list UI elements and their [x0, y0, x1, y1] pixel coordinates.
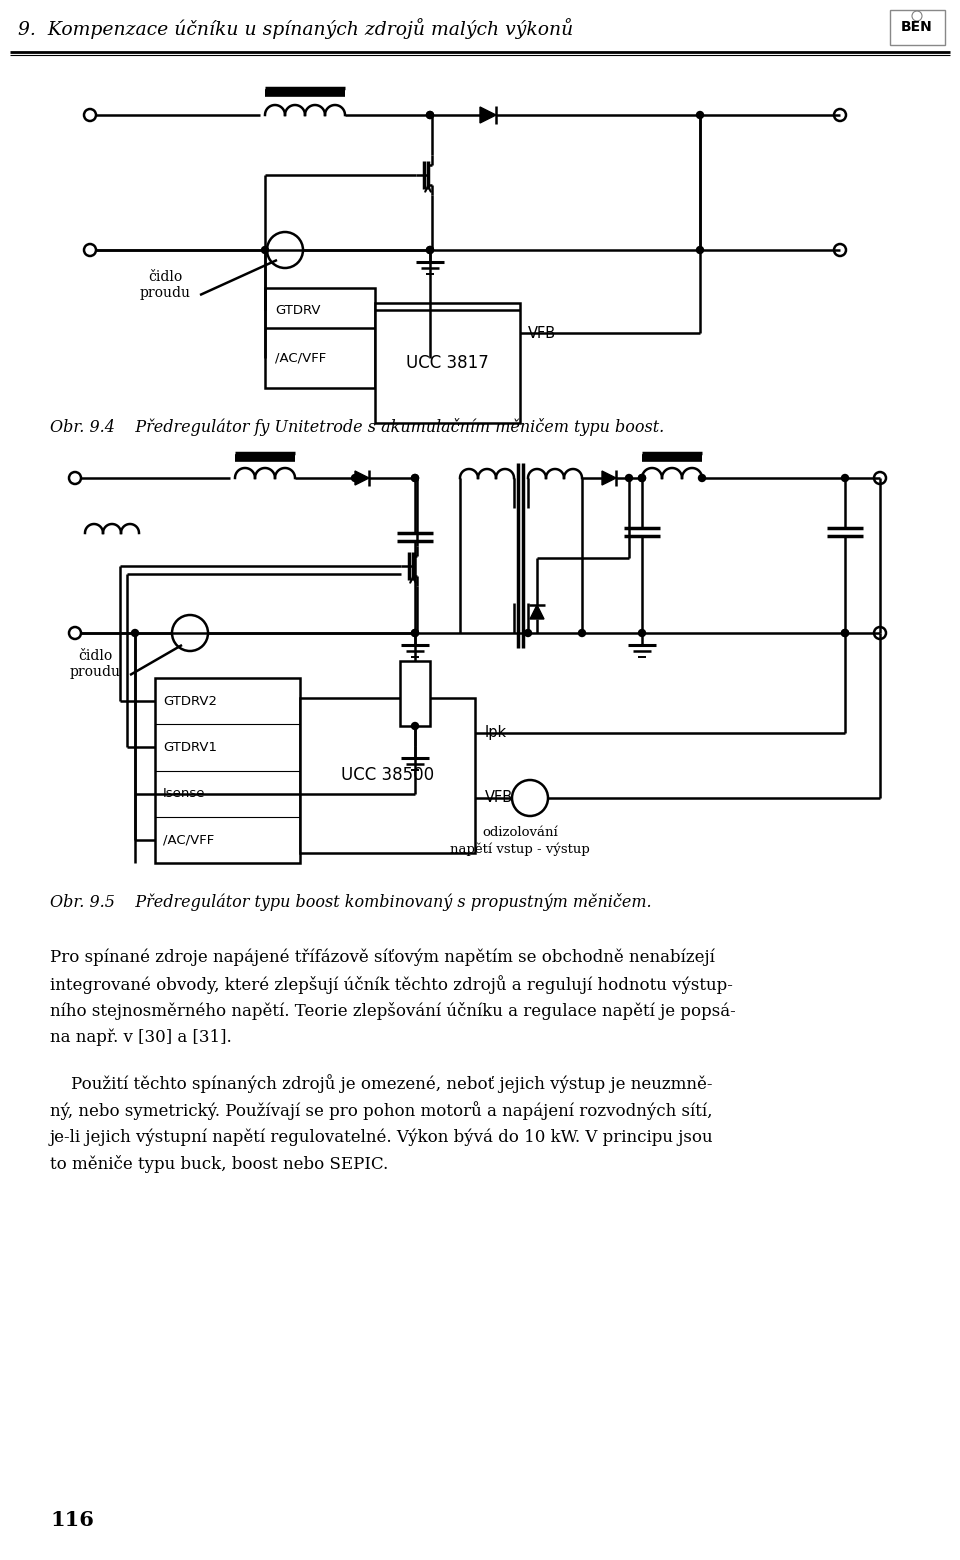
Text: 9.  Kompenzace účníku u spínaných zdrojů malých výkonů: 9. Kompenzace účníku u spínaných zdrojů …: [18, 19, 573, 39]
Text: proudu: proudu: [69, 665, 121, 679]
Circle shape: [412, 630, 419, 636]
Circle shape: [697, 246, 704, 253]
Text: čidlo: čidlo: [148, 270, 182, 284]
Polygon shape: [480, 108, 496, 123]
Polygon shape: [602, 471, 616, 485]
Text: integrované obvody, které zlepšují účník těchto zdrojů a regulují hodnotu výstup: integrované obvody, které zlepšují účník…: [50, 975, 732, 994]
Circle shape: [638, 630, 645, 636]
Text: GTDRV1: GTDRV1: [163, 741, 217, 753]
Circle shape: [426, 111, 434, 119]
Text: Použití těchto spínaných zdrojů je omezené, neboť jejich výstup je neuzmně-: Použití těchto spínaných zdrojů je omeze…: [50, 1073, 712, 1094]
Circle shape: [426, 246, 434, 253]
Text: GTDRV2: GTDRV2: [163, 694, 217, 708]
Bar: [375, 303, 520, 423]
Circle shape: [842, 474, 849, 482]
Circle shape: [412, 474, 419, 482]
Polygon shape: [530, 605, 544, 619]
Bar: [155, 679, 300, 863]
Circle shape: [699, 474, 706, 482]
Bar: [300, 697, 475, 853]
Text: odizolování: odizolování: [482, 825, 558, 839]
Text: ního stejnosměrného napětí. Teorie zlepšování účníku a regulace napětí je popsá-: ního stejnosměrného napětí. Teorie zlepš…: [50, 1002, 735, 1020]
Circle shape: [261, 246, 269, 253]
Circle shape: [426, 246, 434, 253]
Polygon shape: [355, 471, 369, 485]
Text: GTDRV: GTDRV: [275, 304, 321, 317]
Bar: [265, 289, 375, 388]
Text: to měniče typu buck, boost nebo SEPIC.: to měniče typu buck, boost nebo SEPIC.: [50, 1154, 388, 1173]
Circle shape: [626, 474, 633, 482]
Text: je-li jejich výstupní napětí regulovatelné. Výkon bývá do 10 kW. V principu jsou: je-li jejich výstupní napětí regulovatel…: [50, 1128, 713, 1145]
Bar: [400, 661, 430, 725]
Text: proudu: proudu: [139, 285, 190, 300]
Circle shape: [426, 111, 434, 119]
Circle shape: [412, 474, 419, 482]
Text: čidlo: čidlo: [78, 649, 112, 663]
Circle shape: [638, 474, 645, 482]
Circle shape: [412, 630, 419, 636]
Text: na např. v [30] a [31].: na např. v [30] a [31].: [50, 1030, 231, 1047]
Text: Isense: Isense: [163, 788, 205, 800]
Text: /AC/VFF: /AC/VFF: [275, 351, 326, 365]
Text: UCC 3817: UCC 3817: [406, 354, 489, 371]
Text: 116: 116: [50, 1510, 94, 1530]
Text: /AC/VFF: /AC/VFF: [163, 833, 214, 847]
Circle shape: [412, 722, 419, 730]
Circle shape: [579, 630, 586, 636]
Circle shape: [524, 630, 532, 636]
Text: Obr. 9.5    Předregulátor typu boost kombinovaný s propustným měničem.: Obr. 9.5 Předregulátor typu boost kombin…: [50, 892, 652, 911]
Text: ný, nebo symetrický. Používají se pro pohon motorů a napájení rozvodných sítí,: ný, nebo symetrický. Používají se pro po…: [50, 1101, 712, 1120]
Circle shape: [842, 630, 849, 636]
Text: Ipk: Ipk: [485, 725, 507, 741]
Text: Obr. 9.4    Předregulátor fy Unitetrode s akumulačním měničem typu boost.: Obr. 9.4 Předregulátor fy Unitetrode s a…: [50, 418, 664, 435]
Circle shape: [842, 630, 849, 636]
Circle shape: [132, 630, 138, 636]
Text: Pro spínané zdroje napájené třífázově síťovým napětím se obchodně nenabízejí: Pro spínané zdroje napájené třífázově sí…: [50, 948, 715, 966]
Text: VFB: VFB: [528, 326, 556, 340]
Text: BEN: BEN: [901, 20, 933, 34]
Circle shape: [351, 474, 358, 482]
Circle shape: [697, 111, 704, 119]
Circle shape: [638, 474, 645, 482]
Text: napětí vstup - výstup: napětí vstup - výstup: [450, 842, 589, 855]
Text: UCC 38500: UCC 38500: [341, 766, 434, 785]
Text: VFB: VFB: [485, 791, 514, 805]
Bar: [890, 9, 945, 45]
